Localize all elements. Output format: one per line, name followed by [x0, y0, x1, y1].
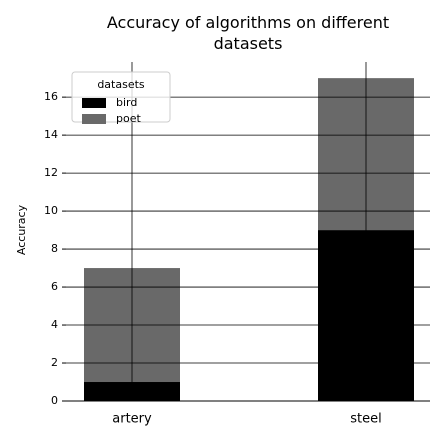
y-tick-label: 12	[44, 166, 58, 179]
y-tick-label: 10	[44, 204, 58, 217]
legend-swatch	[82, 114, 106, 124]
chart-title: Accuracy of algorithms on different data…	[106, 13, 390, 53]
y-tick-label: 0	[51, 394, 58, 407]
legend-box	[71, 71, 171, 123]
y-tick-label: 2	[51, 356, 58, 369]
y-tick-label: 8	[51, 242, 58, 255]
legend-title: datasets	[97, 78, 145, 91]
legend-swatch	[82, 98, 106, 108]
y-tick-label: 16	[44, 90, 58, 103]
legend-label: bird	[116, 96, 137, 109]
x-tick-label: steel	[350, 412, 381, 427]
legend-label: poet	[116, 112, 141, 125]
y-tick-label: 4	[51, 318, 58, 331]
y-axis-label: Accuracy	[15, 204, 28, 255]
y-tick-label: 6	[51, 280, 58, 293]
x-tick-label: artery	[112, 412, 152, 427]
y-tick-label: 14	[44, 128, 58, 141]
